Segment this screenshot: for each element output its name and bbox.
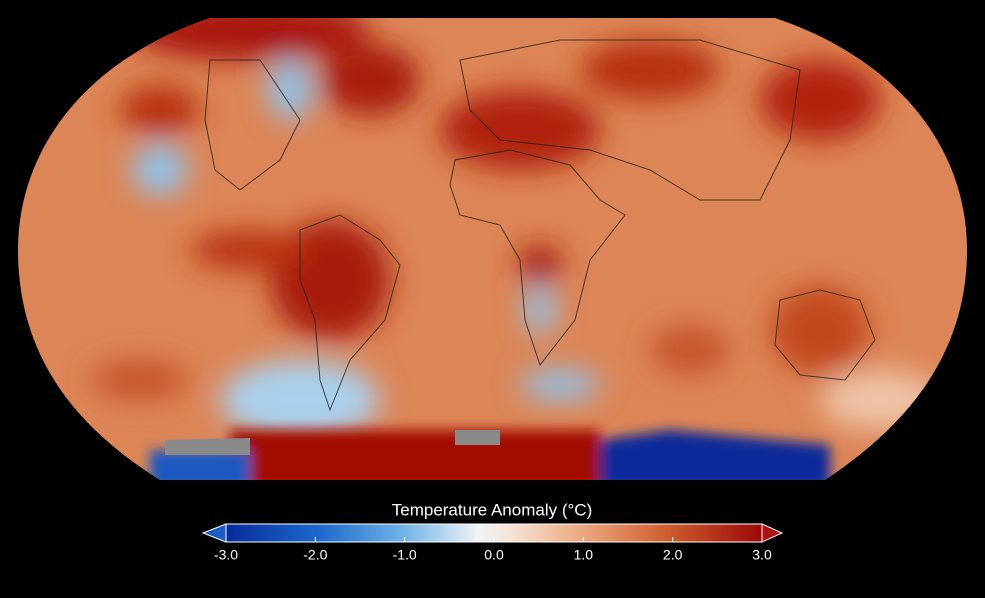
colorbar-tick-label: -1.0: [393, 547, 417, 563]
anomaly-map: [18, 18, 967, 480]
colorbar-tick-label: 3.0: [752, 547, 772, 563]
colorbar-tick-label: -3.0: [214, 547, 238, 563]
colorbar-tick-label: 2.0: [663, 547, 683, 563]
colorbar-tick-label: 0.0: [484, 547, 504, 563]
colorbar-tick-label: 1.0: [574, 547, 594, 563]
colorbar-low-arrow: [201, 523, 227, 543]
colorbar-tick-label: -2.0: [303, 547, 327, 563]
colorbar-title: Temperature Anomaly (°C): [392, 500, 592, 519]
colorbar-high-arrow: [761, 523, 784, 543]
